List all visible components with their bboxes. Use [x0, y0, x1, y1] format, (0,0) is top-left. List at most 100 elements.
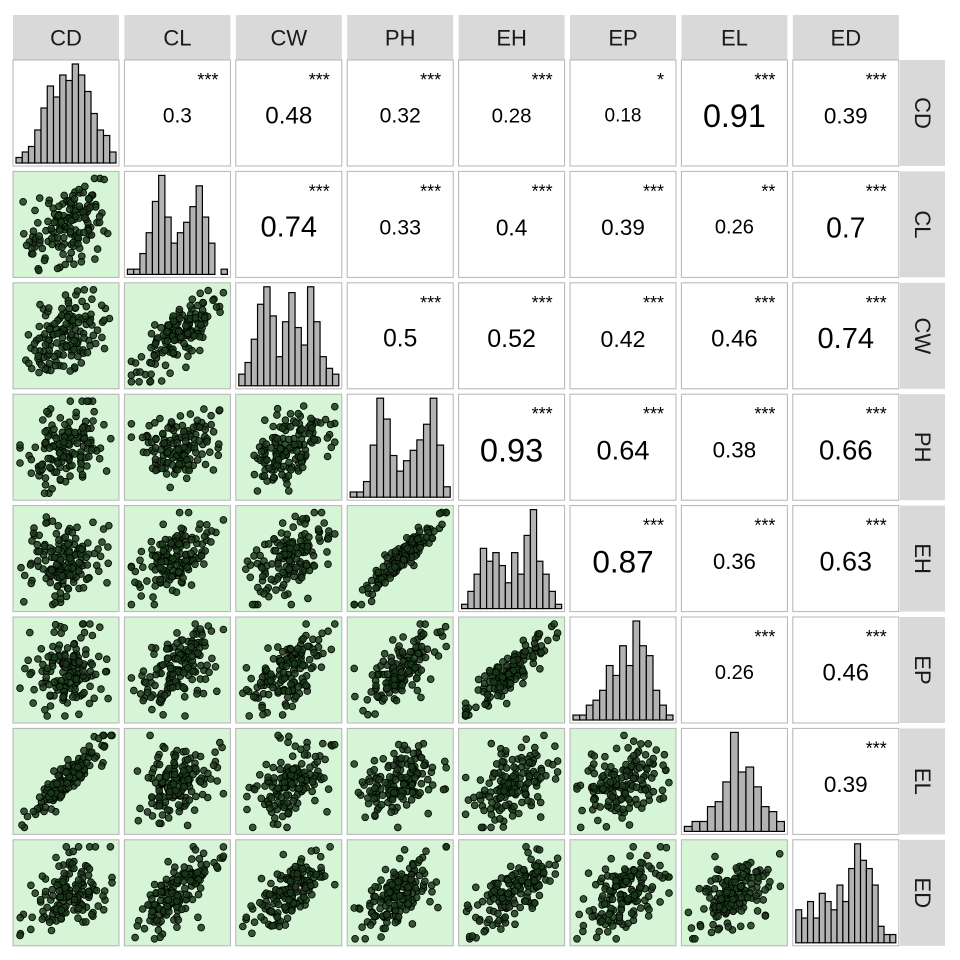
scatter-point [47, 805, 56, 813]
scatter-point [537, 774, 545, 782]
scatter-point [287, 600, 296, 609]
histogram-bar [65, 79, 73, 164]
scatter-point [127, 377, 136, 386]
scatter-point [57, 218, 65, 226]
scatter-point [151, 455, 160, 464]
scatter-point [62, 660, 70, 668]
scatter-point [84, 887, 93, 896]
scatter-point [268, 560, 276, 568]
scatter-point [82, 758, 91, 767]
panel-frame [792, 59, 900, 167]
scatter-point [186, 877, 195, 885]
scatter-panel-el-eh [458, 727, 566, 835]
histogram-bar [288, 292, 296, 387]
scatter-point [136, 556, 144, 565]
scatter-point [55, 202, 63, 211]
scatter-point [175, 540, 183, 548]
scatter-point [200, 405, 208, 413]
scatter-point [656, 861, 664, 870]
scatter-point [510, 909, 519, 918]
histogram-bar [883, 933, 891, 944]
scatter-point [212, 303, 221, 311]
histogram-bar [572, 714, 581, 721]
scatter-point [307, 890, 316, 899]
scatter-point [323, 807, 331, 816]
significance-stars: *** [309, 181, 330, 201]
scatter-point [143, 577, 151, 585]
column-strip-eh: EH [458, 15, 565, 60]
scatter-point [183, 455, 191, 464]
scatter-point [318, 739, 327, 748]
scatter-point [182, 541, 191, 549]
scatter-point [70, 336, 78, 345]
scatter-point [291, 862, 300, 871]
scatter-point [82, 302, 91, 311]
correlation-panel-cd-ed: ***0.39 [792, 59, 900, 167]
scatter-point [422, 847, 430, 855]
scatter-point [245, 712, 254, 720]
scatter-point [535, 845, 544, 854]
scatter-point [196, 346, 204, 355]
significance-stars: *** [420, 70, 441, 90]
scatter-point [99, 892, 107, 900]
scatter-point [630, 891, 639, 899]
scatter-point [150, 600, 159, 609]
scatter-point [421, 620, 430, 628]
scatter-point [136, 368, 144, 376]
scatter-point [243, 792, 251, 801]
scatter-point [397, 754, 406, 763]
correlation-panel-cd-ph: ***0.32 [346, 59, 454, 167]
significance-stars: *** [754, 516, 775, 536]
scatter-point [273, 643, 282, 651]
scatter-point [219, 288, 228, 297]
scatter-point [385, 888, 394, 897]
significance-stars: *** [866, 627, 887, 647]
scatter-point [285, 895, 293, 904]
scatter-point [180, 669, 188, 677]
row-strip-bg [900, 505, 945, 612]
scatter-point [201, 675, 210, 683]
scatter-point [67, 330, 76, 339]
scatter-point [186, 410, 195, 418]
scatter-point [521, 641, 530, 649]
scatter-point [100, 175, 108, 184]
scatter-point [314, 636, 323, 644]
histogram-bar [306, 286, 315, 387]
scatter-point [75, 771, 83, 779]
scatter-point [51, 592, 59, 600]
scatter-point [391, 918, 400, 927]
scatter-point [391, 547, 400, 556]
scatter-point [390, 749, 398, 758]
scatter-point [77, 459, 85, 468]
scatter-point [496, 814, 504, 823]
histogram-bar [824, 900, 832, 944]
scatter-point [189, 630, 198, 639]
scatter-point [163, 328, 171, 336]
scatter-point [509, 772, 517, 781]
scatter-point [54, 211, 63, 220]
scatter-point [54, 545, 63, 554]
significance-stars: *** [643, 404, 664, 424]
scatter-point [510, 763, 518, 771]
scatter-panel-ep-ph [346, 616, 454, 724]
scatter-point [206, 448, 214, 457]
scatter-point [158, 464, 166, 473]
histogram-bar [579, 714, 587, 721]
scatter-point [476, 776, 485, 784]
histogram-bar [409, 449, 418, 498]
scatter-point [626, 852, 634, 860]
scatter-point [625, 804, 634, 812]
panel-frame [123, 59, 231, 167]
scatter-point [64, 540, 72, 548]
histogram-bar [535, 560, 544, 610]
scatter-point [381, 924, 390, 933]
scatter-point [280, 591, 289, 600]
scatter-point [150, 650, 158, 658]
correlation-value: 0.52 [487, 325, 536, 353]
scatter-point [70, 864, 78, 873]
scatter-point [74, 239, 82, 248]
scatter-point [519, 679, 527, 688]
scatter-point [89, 518, 97, 527]
histogram-bar [818, 892, 826, 944]
scatter-point [75, 558, 83, 567]
